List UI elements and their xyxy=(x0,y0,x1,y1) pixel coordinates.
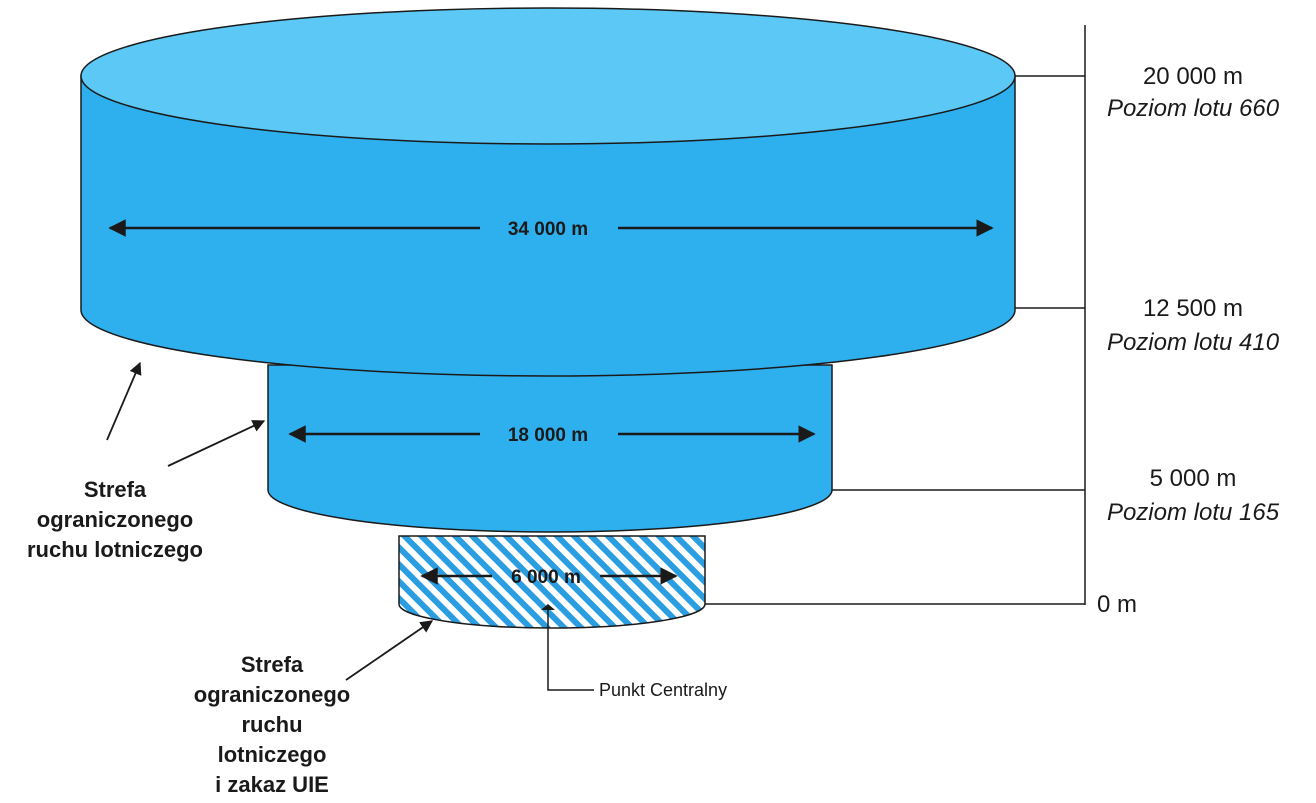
flight-level-410-label: Poziom lotu 410 xyxy=(1107,329,1280,356)
center-point-label: Punkt Centralny xyxy=(599,680,727,700)
svg-text:ruchu lotniczego: ruchu lotniczego xyxy=(27,537,203,562)
upper-zone-top xyxy=(80,7,1016,145)
svg-text:Strefa: Strefa xyxy=(241,652,304,677)
restricted-zone-pointer-upper xyxy=(106,361,142,441)
restricted-zone-label: Strefa ograniczonego ruchu lotniczego xyxy=(27,477,203,562)
flight-level-660-label: Poziom lotu 660 xyxy=(1107,95,1280,122)
restricted-uav-zone-label: Strefa ograniczonego ruchu lotniczego i … xyxy=(194,652,350,797)
flight-level-165-label: Poziom lotu 165 xyxy=(1107,499,1280,526)
altitude-scale xyxy=(703,25,1086,605)
svg-text:Strefa: Strefa xyxy=(84,477,147,502)
altitude-0-label: 0 m xyxy=(1097,591,1137,618)
restricted-zone-pointer-middle xyxy=(167,420,266,467)
lower-zone-cylinder xyxy=(398,535,706,629)
svg-text:ograniczonego: ograniczonego xyxy=(194,682,350,707)
middle-width-label: 18 000 m xyxy=(508,425,588,446)
svg-text:i zakaz UIE: i zakaz UIE xyxy=(215,772,329,797)
upper-zone-cylinder xyxy=(80,7,1016,377)
svg-text:lotniczego: lotniczego xyxy=(218,742,327,767)
svg-text:ograniczonego: ograniczonego xyxy=(37,507,193,532)
altitude-5000-label: 5 000 m xyxy=(1150,465,1237,492)
lower-width-label: 6 000 m xyxy=(511,567,581,588)
upper-width-label: 34 000 m xyxy=(508,219,588,240)
svg-text:ruchu: ruchu xyxy=(241,712,302,737)
restricted-uav-zone-pointer xyxy=(345,620,434,681)
middle-zone-cylinder xyxy=(267,364,833,533)
altitude-12500-label: 12 500 m xyxy=(1143,295,1243,322)
center-point xyxy=(541,604,594,691)
altitude-20000-label: 20 000 m xyxy=(1143,63,1243,90)
center-point-leader xyxy=(547,610,594,691)
